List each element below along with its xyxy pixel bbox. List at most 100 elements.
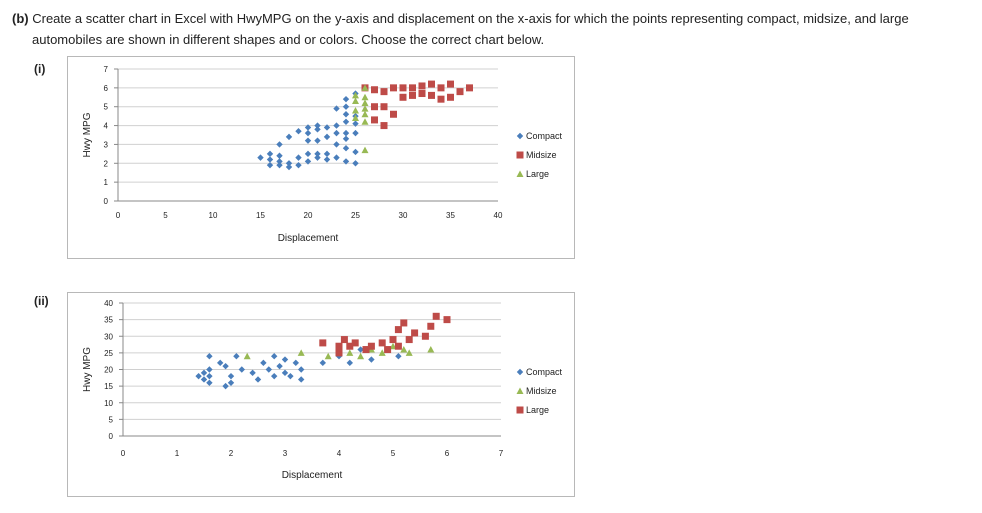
compact-point [342, 158, 350, 165]
legend-marker-compact [516, 132, 524, 140]
large-point [443, 316, 451, 324]
midsize-point [466, 84, 473, 92]
x-tick-label: 40 [494, 211, 503, 220]
chart-option-ii[interactable]: 0 5 10 15 20 25 30 35 40 0 1 2 3 4 5 6 7 Displacement Hwy … [67, 292, 575, 497]
option-label-i[interactable]: (i) [34, 62, 46, 76]
midsize-point [390, 84, 397, 92]
compact-point [342, 145, 350, 152]
compact-point [227, 379, 235, 386]
large-point [432, 312, 440, 320]
midsize-point [243, 352, 251, 360]
midsize-point [297, 349, 305, 356]
y-tick-label: 25 [104, 349, 113, 358]
y-axis-title: Hwy MPG [82, 112, 93, 157]
compact-point [276, 161, 283, 169]
midsize-point [357, 352, 365, 360]
compact-point [304, 137, 312, 144]
large-point [400, 319, 408, 327]
midsize-point [405, 349, 413, 356]
compact-point [200, 376, 208, 383]
compact-point [276, 152, 283, 159]
compact-point [285, 133, 293, 141]
midsize-point [447, 80, 454, 88]
compact-point [206, 379, 213, 386]
y-tick-label: 0 [109, 432, 114, 441]
x-tick-label: 4 [337, 449, 342, 458]
midsize-point [371, 86, 378, 94]
x-tick-label: 30 [399, 211, 408, 220]
x-tick-label: 20 [304, 211, 313, 220]
large-point [394, 342, 402, 350]
midsize-point [380, 122, 388, 130]
y-tick-label: 1 [104, 178, 109, 187]
compact-point [265, 366, 272, 373]
compact-point [352, 160, 359, 167]
compact-point [285, 163, 293, 171]
midsize-point [427, 346, 435, 353]
x-tick-label: 7 [499, 449, 504, 458]
large-point [319, 339, 327, 347]
compact-point [233, 353, 240, 360]
compact-point [227, 372, 235, 380]
x-tick-label: 0 [121, 449, 126, 458]
compact-point [195, 372, 202, 380]
compact-point [323, 124, 331, 131]
compact-point [319, 359, 326, 367]
y-tick-label: 10 [104, 399, 113, 408]
midsize-point [428, 91, 435, 99]
midsize-point [378, 349, 386, 356]
y-tick-label: 20 [104, 366, 113, 375]
y-tick-label: 4 [104, 122, 109, 131]
compact-point [287, 372, 294, 380]
x-tick-label: 1 [175, 449, 180, 458]
compact-point [222, 362, 229, 370]
legend-marker-large [516, 170, 524, 177]
question-line-1: Create a scatter chart in Excel with Hwy… [32, 11, 909, 26]
compact-point [395, 353, 402, 360]
large-point [378, 339, 386, 347]
compact-point [314, 137, 321, 144]
compact-point [206, 353, 213, 360]
midsize-point [456, 88, 464, 96]
legend-label-compact: Compact [526, 367, 563, 377]
midsize-point [399, 84, 407, 92]
x-axis-title: Displacement [282, 470, 343, 481]
compact-point [323, 150, 331, 158]
compact-point [333, 141, 340, 148]
large-point [367, 342, 375, 350]
large-point [361, 93, 369, 101]
scatter-chart-i: 0 1 2 3 4 5 6 7 0 5 10 15 20 25 30 35 40 Displacement Hwy … [82, 65, 563, 244]
compact-point [304, 150, 312, 158]
x-tick-label: 0 [116, 211, 121, 220]
compact-point [249, 369, 256, 377]
x-tick-label: 5 [391, 449, 396, 458]
option-label-ii[interactable]: (ii) [34, 294, 49, 308]
compact-point [206, 372, 213, 380]
compact-point [314, 154, 321, 161]
y-tick-label: 15 [104, 382, 113, 391]
large-point [361, 118, 369, 125]
compact-point [276, 362, 283, 370]
compact-point [352, 148, 359, 156]
x-tick-label: 15 [256, 211, 265, 220]
compact-point [333, 154, 340, 161]
y-tick-label: 30 [104, 332, 113, 341]
y-tick-label: 3 [104, 140, 109, 149]
midsize-point [389, 342, 397, 350]
compact-point [222, 382, 229, 390]
compact-point [314, 150, 321, 158]
compact-point [285, 160, 293, 167]
legend-label-midsize: Midsize [526, 150, 557, 160]
compact-point [295, 128, 302, 135]
compact-point [217, 359, 224, 367]
midsize-point [346, 349, 354, 356]
compact-point [342, 135, 350, 142]
compact-point [257, 154, 264, 161]
x-tick-label: 35 [446, 211, 455, 220]
large-point [361, 84, 369, 91]
chart-option-i[interactable]: 0 1 2 3 4 5 6 7 0 5 10 15 20 25 30 35 40 Displacement Hwy … [67, 56, 575, 259]
legend-label-compact: Compact [526, 131, 563, 141]
legend-label-midsize: Midsize [526, 386, 557, 396]
compact-point [342, 95, 350, 103]
compact-point [323, 133, 331, 141]
